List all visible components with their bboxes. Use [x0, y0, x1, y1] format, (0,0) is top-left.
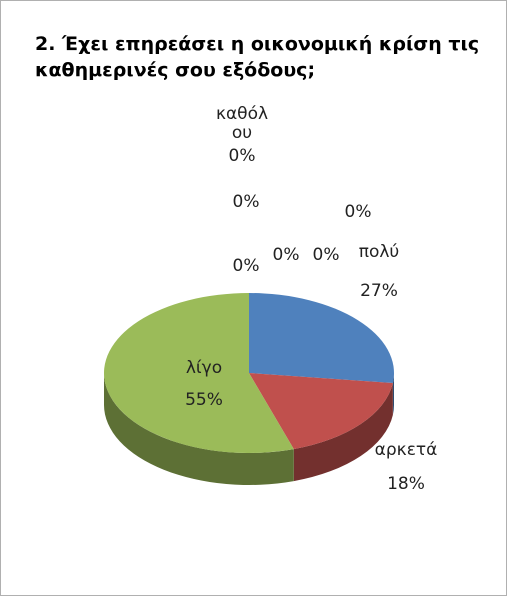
chart-title: 2. Έχει επηρεάσει η οικονομική κρίση τις… [35, 33, 480, 81]
slice [249, 373, 393, 450]
slice [103, 293, 294, 453]
value-label: 0% [344, 202, 372, 222]
slice [249, 293, 395, 384]
value-label: 0% [272, 245, 300, 265]
slice-side [392, 373, 394, 416]
value-label: 0% [232, 256, 260, 276]
slice-side [104, 373, 294, 485]
category-label: καθόλου [215, 104, 269, 143]
category-label: πολύ [358, 242, 400, 262]
category-label: λίγο [185, 358, 223, 378]
category-label: αρκετά [374, 440, 438, 460]
value-label: 0% [228, 146, 256, 166]
value-label: 18% [387, 474, 425, 494]
value-label: 0% [232, 192, 260, 212]
value-label: 0% [312, 245, 340, 265]
slice-side [293, 383, 393, 482]
value-label: 55% [185, 390, 223, 410]
value-label: 27% [360, 281, 398, 301]
